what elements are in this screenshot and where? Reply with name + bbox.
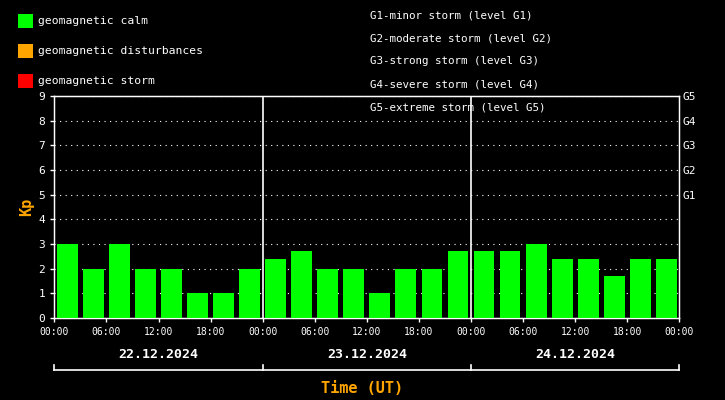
Bar: [630, 259, 650, 318]
Bar: [396, 269, 416, 318]
Text: Time (UT): Time (UT): [321, 381, 404, 396]
Text: G2-moderate storm (level G2): G2-moderate storm (level G2): [370, 33, 552, 43]
Text: 22.12.2024: 22.12.2024: [118, 348, 199, 360]
Text: 24.12.2024: 24.12.2024: [535, 348, 616, 360]
Bar: [318, 269, 338, 318]
Bar: [473, 252, 494, 318]
Text: geomagnetic storm: geomagnetic storm: [38, 76, 155, 86]
Bar: [656, 259, 676, 318]
Bar: [344, 269, 364, 318]
Bar: [421, 269, 442, 318]
Text: G1-minor storm (level G1): G1-minor storm (level G1): [370, 10, 532, 20]
Bar: [500, 252, 521, 318]
Bar: [213, 293, 234, 318]
Text: G4-severe storm (level G4): G4-severe storm (level G4): [370, 80, 539, 90]
Bar: [370, 293, 390, 318]
Bar: [57, 244, 78, 318]
Y-axis label: Kp: Kp: [20, 198, 34, 216]
Text: geomagnetic calm: geomagnetic calm: [38, 16, 149, 26]
Bar: [135, 269, 156, 318]
Text: G5-extreme storm (level G5): G5-extreme storm (level G5): [370, 103, 545, 113]
Bar: [265, 259, 286, 318]
Bar: [161, 269, 182, 318]
Bar: [291, 252, 312, 318]
Bar: [578, 259, 599, 318]
Bar: [187, 293, 208, 318]
Text: G3-strong storm (level G3): G3-strong storm (level G3): [370, 56, 539, 66]
Bar: [526, 244, 547, 318]
Bar: [447, 252, 468, 318]
Text: geomagnetic disturbances: geomagnetic disturbances: [38, 46, 204, 56]
Bar: [83, 269, 104, 318]
Bar: [552, 259, 573, 318]
Bar: [109, 244, 130, 318]
Bar: [239, 269, 260, 318]
Text: 23.12.2024: 23.12.2024: [327, 348, 407, 360]
Bar: [604, 276, 625, 318]
